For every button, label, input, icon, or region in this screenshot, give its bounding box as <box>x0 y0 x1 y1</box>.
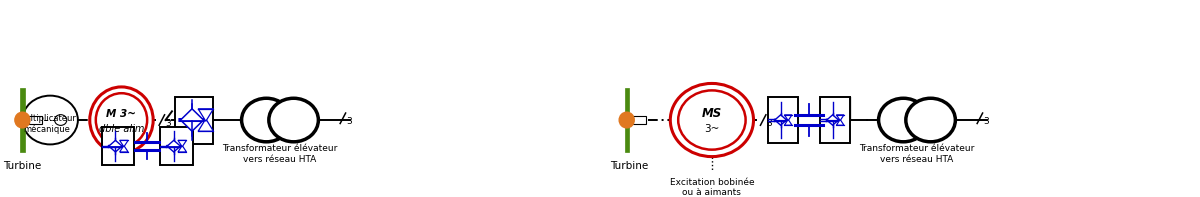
Polygon shape <box>167 140 181 147</box>
Ellipse shape <box>14 112 30 128</box>
Ellipse shape <box>96 93 148 147</box>
Bar <box>160 127 193 165</box>
Circle shape <box>241 98 292 142</box>
Ellipse shape <box>671 84 754 157</box>
Polygon shape <box>179 109 205 121</box>
Bar <box>768 97 798 143</box>
Polygon shape <box>120 146 128 152</box>
Polygon shape <box>108 140 122 147</box>
Polygon shape <box>108 146 122 152</box>
Polygon shape <box>774 115 787 121</box>
Polygon shape <box>774 119 787 125</box>
Text: Turbine: Turbine <box>4 161 42 171</box>
Polygon shape <box>836 119 844 125</box>
Polygon shape <box>179 119 205 131</box>
Polygon shape <box>826 119 839 125</box>
Polygon shape <box>785 119 792 125</box>
Text: 3: 3 <box>767 119 772 128</box>
Text: 3: 3 <box>346 117 352 126</box>
Polygon shape <box>836 115 844 121</box>
Ellipse shape <box>619 112 635 128</box>
Text: 3: 3 <box>166 119 170 128</box>
Text: Transformateur élévateur
vers réseau HTA: Transformateur élévateur vers réseau HTA <box>222 144 337 164</box>
Bar <box>821 97 850 143</box>
Bar <box>102 127 134 165</box>
Polygon shape <box>826 115 839 121</box>
Text: MS: MS <box>702 107 722 120</box>
Circle shape <box>878 98 928 142</box>
Text: dble alim: dble alim <box>98 124 144 134</box>
Bar <box>175 97 214 144</box>
Circle shape <box>23 96 78 144</box>
Text: 3~: 3~ <box>704 124 720 134</box>
Text: Transformateur élévateur
vers réseau HTA: Transformateur élévateur vers réseau HTA <box>859 144 974 164</box>
Ellipse shape <box>678 90 745 150</box>
Bar <box>634 116 647 124</box>
Polygon shape <box>178 140 186 147</box>
Bar <box>29 116 42 124</box>
Ellipse shape <box>90 87 154 153</box>
Circle shape <box>269 98 318 142</box>
Text: Turbine: Turbine <box>610 161 648 171</box>
Polygon shape <box>785 115 792 121</box>
Bar <box>20 88 24 152</box>
Polygon shape <box>198 119 214 131</box>
Polygon shape <box>120 140 128 147</box>
Polygon shape <box>178 146 186 152</box>
Text: 3: 3 <box>983 117 989 126</box>
Circle shape <box>906 98 955 142</box>
Polygon shape <box>198 109 214 121</box>
Polygon shape <box>167 146 181 152</box>
Text: M 3~: M 3~ <box>107 109 137 119</box>
Text: Multiplicateur
mécanique: Multiplicateur mécanique <box>18 114 76 134</box>
Bar <box>624 88 629 152</box>
Circle shape <box>54 115 67 125</box>
Text: Excitation bobinée
ou à aimants: Excitation bobinée ou à aimants <box>670 177 755 197</box>
